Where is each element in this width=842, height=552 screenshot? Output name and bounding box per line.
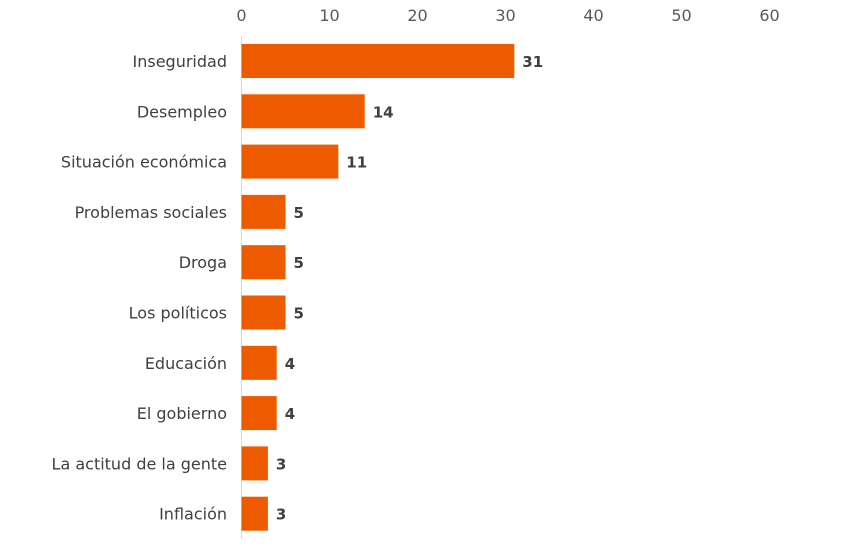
x-tick-label: 30 — [495, 6, 515, 25]
data-label: 4 — [285, 405, 295, 423]
data-labels: 31 14 11 5 5 5 4 4 3 3 — [276, 53, 543, 524]
bar — [241, 194, 286, 229]
data-label: 5 — [294, 254, 304, 272]
category-label: Droga — [179, 253, 227, 272]
data-label: 5 — [294, 204, 304, 222]
category-label: La actitud de la gente — [52, 454, 227, 473]
category-label: Educación — [145, 354, 227, 373]
x-tick-label: 50 — [671, 6, 691, 25]
bar — [241, 295, 286, 330]
x-tick-label: 0 — [236, 6, 246, 25]
bar — [241, 94, 365, 129]
bar — [241, 345, 277, 380]
x-tick-label: 60 — [759, 6, 779, 25]
x-tick-label: 10 — [319, 6, 339, 25]
data-label: 31 — [522, 53, 543, 71]
x-tick-label: 20 — [407, 6, 427, 25]
data-label: 14 — [373, 103, 394, 121]
category-label: Inseguridad — [133, 52, 227, 71]
data-label: 4 — [285, 355, 295, 373]
category-label: Desempleo — [137, 102, 227, 121]
x-axis-ticks: 0 10 20 30 40 50 60 — [236, 6, 779, 25]
bar — [241, 144, 339, 179]
category-label: Situación económica — [61, 153, 227, 172]
category-label: El gobierno — [137, 404, 227, 423]
bars — [241, 44, 515, 531]
data-label: 5 — [294, 305, 304, 323]
bar — [241, 44, 515, 78]
bar — [241, 446, 268, 481]
data-label: 3 — [276, 506, 286, 524]
bar — [241, 396, 277, 431]
bar — [241, 245, 286, 280]
data-label: 3 — [276, 455, 286, 473]
category-label: Problemas sociales — [75, 203, 227, 222]
category-labels: Inseguridad Desempleo Situación económica P… — [52, 52, 227, 524]
x-tick-label: 40 — [583, 6, 603, 25]
category-label: Los políticos — [129, 304, 227, 323]
data-label: 11 — [346, 154, 367, 172]
bar — [241, 496, 268, 531]
category-label: Inflación — [159, 505, 227, 524]
